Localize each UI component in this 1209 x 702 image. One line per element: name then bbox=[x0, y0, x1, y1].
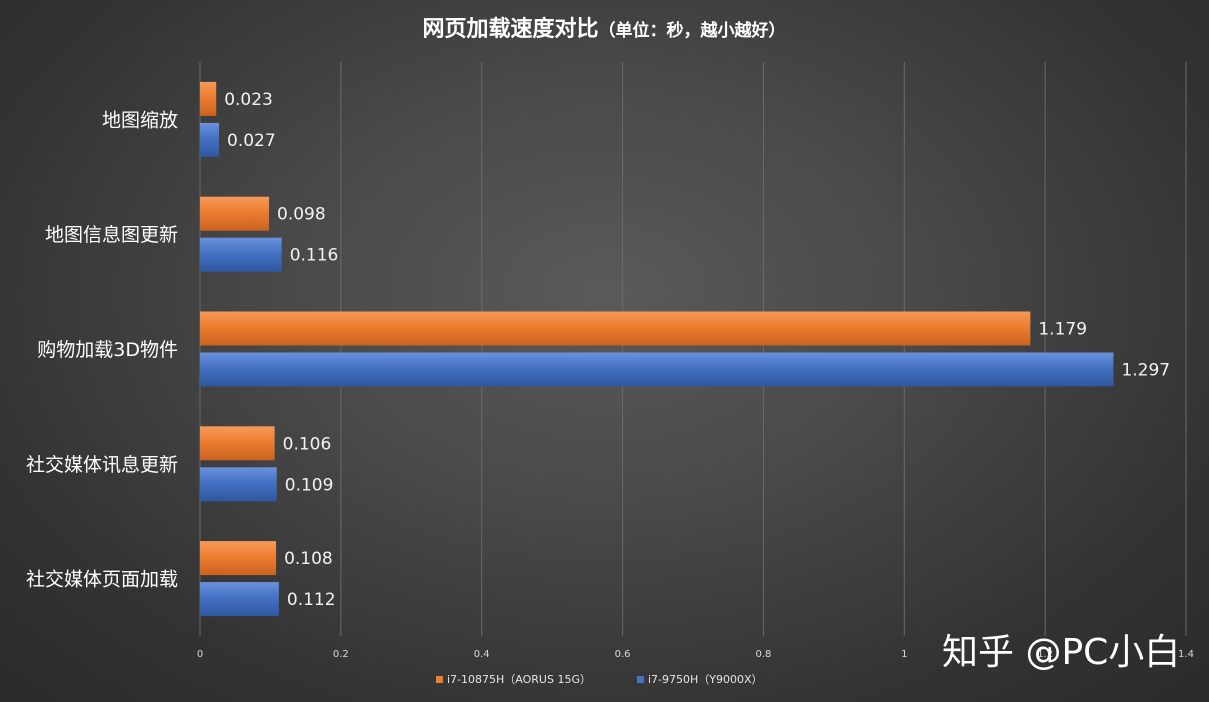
data-label: 0.106 bbox=[283, 434, 332, 454]
bar-series-1 bbox=[200, 311, 1031, 346]
chart-title-main: 网页加载速度对比 bbox=[422, 16, 598, 42]
chart-title-sub: （单位：秒，越小越好） bbox=[599, 20, 786, 41]
category-label: 社交媒体讯息更新 bbox=[26, 454, 178, 476]
data-label: 0.109 bbox=[285, 475, 334, 495]
data-label: 0.116 bbox=[290, 246, 339, 266]
bars bbox=[200, 81, 1114, 617]
x-axis-ticks: 0 0.2 0.4 0.6 0.8 1 1.2 1.4 bbox=[197, 649, 1194, 660]
bar-series-1 bbox=[200, 541, 277, 576]
data-label: 1.179 bbox=[1038, 320, 1087, 340]
x-tick-label: 0.8 bbox=[755, 649, 771, 660]
category-label: 购物加载3D物件 bbox=[37, 339, 178, 361]
legend-swatch-series-1 bbox=[436, 676, 443, 683]
x-tick-label: 0.4 bbox=[474, 649, 490, 660]
legend-swatch-series-2 bbox=[637, 676, 644, 683]
data-label: 0.108 bbox=[284, 549, 333, 569]
legend-label-series-1: i7-10875H（AORUS 15G） bbox=[447, 673, 591, 686]
data-label: 0.098 bbox=[277, 205, 326, 225]
category-label: 社交媒体页面加载 bbox=[26, 569, 178, 591]
x-tick-label: 0.2 bbox=[333, 649, 349, 660]
x-tick-label: 0 bbox=[197, 649, 203, 660]
x-tick-label: 1 bbox=[901, 649, 907, 660]
legend-label-series-2: i7-9750H（Y9000X） bbox=[648, 673, 763, 686]
data-label: 0.023 bbox=[224, 90, 273, 110]
category-label: 地图信息图更新 bbox=[45, 224, 178, 246]
legend: i7-10875H（AORUS 15G） i7-9750H（Y9000X） bbox=[436, 673, 763, 686]
x-tick-label: 1.4 bbox=[1178, 649, 1194, 660]
category-label: 地图缩放 bbox=[102, 109, 178, 131]
bar-series-2 bbox=[200, 582, 279, 617]
watermark: 知乎 @PC小白 bbox=[942, 632, 1180, 673]
bar-series-1 bbox=[200, 81, 217, 116]
data-label: 0.027 bbox=[227, 131, 276, 151]
data-label: 1.297 bbox=[1121, 361, 1170, 381]
bar-series-2 bbox=[200, 467, 277, 502]
bar-series-2 bbox=[200, 122, 220, 157]
x-tick-label: 1.2 bbox=[1037, 649, 1053, 660]
gridlines bbox=[199, 62, 1187, 636]
value-labels: 0.023 0.027 0.098 0.116 1.179 1.297 0.106 0.109… bbox=[224, 90, 1170, 610]
bar-series-1 bbox=[200, 196, 270, 231]
chart-title: 网页加载速度对比（单位：秒，越小越好） bbox=[422, 16, 785, 42]
bar-series-1 bbox=[200, 426, 275, 461]
bar-series-2 bbox=[200, 352, 1114, 387]
data-label: 0.112 bbox=[287, 590, 336, 610]
x-tick-label: 0.6 bbox=[615, 649, 631, 660]
bar-series-2 bbox=[200, 237, 282, 272]
